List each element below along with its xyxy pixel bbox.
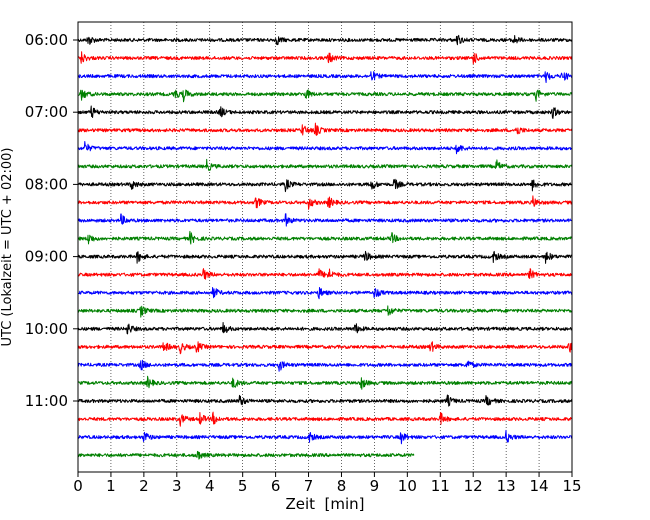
y-tick-label-4: 10:00: [25, 320, 68, 338]
x-tick-label-2: 2: [139, 477, 149, 495]
y-tick-label-5: 11:00: [25, 392, 68, 410]
x-tick-label-13: 13: [497, 477, 516, 495]
trace-0645: [77, 89, 573, 103]
trace-0615: [77, 51, 573, 65]
trace-0715: [77, 122, 573, 136]
plot-area: [78, 22, 572, 472]
trace-1045: [77, 375, 573, 390]
trace-0945: [77, 305, 573, 318]
trace-0900: [77, 250, 573, 264]
y-tick-label-0: 06:00: [25, 31, 68, 49]
x-tick-label-3: 3: [172, 477, 182, 495]
y-axis-ticks: 06:00 07:00 08:00 09:00 10:00 11:00: [25, 31, 78, 410]
x-tick-label-12: 12: [464, 477, 483, 495]
plot-frame: [77, 21, 573, 473]
x-tick-label-9: 9: [370, 477, 380, 495]
x-tick-label-5: 5: [238, 477, 248, 495]
trace-1015: [77, 341, 573, 355]
trace-0600: [77, 34, 573, 46]
trace-0800: [77, 178, 573, 193]
trace-0730: [77, 141, 573, 155]
trace-0630: [77, 71, 573, 83]
x-tick-label-15: 15: [562, 477, 581, 495]
trace-0700: [77, 105, 573, 119]
y-tick-label-3: 09:00: [25, 248, 68, 266]
trace-1115: [77, 411, 573, 427]
y-tick-label-2: 08:00: [25, 175, 68, 193]
x-axis-ticks: 0 1 2 3 4 5 6 7 8 9 10 11 12 13 14 15: [73, 472, 582, 495]
trace-0915: [77, 268, 573, 280]
trace-0930: [77, 287, 573, 300]
trace-1000: [77, 322, 573, 335]
x-tick-label-4: 4: [205, 477, 215, 495]
y-tick-label-1: 07:00: [25, 103, 68, 121]
trace-lines: [77, 34, 573, 460]
trace-0815: [77, 195, 573, 210]
trace-1130: [77, 429, 573, 445]
trace-1100: [77, 394, 573, 407]
trace-1030: [77, 359, 573, 372]
trace-0845: [77, 230, 573, 245]
grid-lines: [110, 22, 540, 472]
trace-1145: [77, 450, 415, 460]
x-tick-label-8: 8: [337, 477, 347, 495]
x-tick-label-11: 11: [431, 477, 450, 495]
x-tick-label-6: 6: [271, 477, 281, 495]
x-axis-label: Zeit [min]: [285, 495, 364, 513]
x-tick-label-7: 7: [304, 477, 314, 495]
x-tick-label-1: 1: [106, 477, 116, 495]
x-tick-label-14: 14: [530, 477, 549, 495]
trace-0745: [77, 158, 573, 171]
x-tick-label-10: 10: [398, 477, 417, 495]
y-axis-label: UTC (Lokalzeit = UTC + 02:00): [0, 148, 15, 347]
x-tick-label-0: 0: [73, 477, 83, 495]
trace-0830: [77, 213, 573, 227]
